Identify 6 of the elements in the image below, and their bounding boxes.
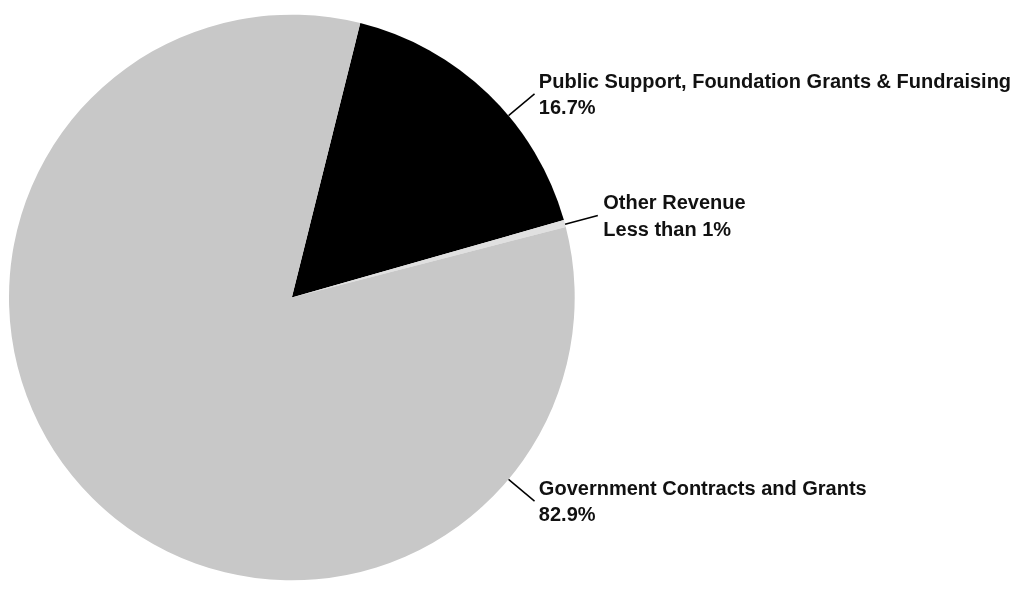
data-label: 82.9% [538,503,596,526]
slice-label: Government Contracts and Grants [538,476,867,499]
slice-label: Other Revenue [603,191,746,214]
data-label: Less than 1% [603,217,732,240]
data-label: 16.7% [538,96,596,119]
slice-label: Public Support, Foundation Grants & Fundraising [538,69,1012,92]
